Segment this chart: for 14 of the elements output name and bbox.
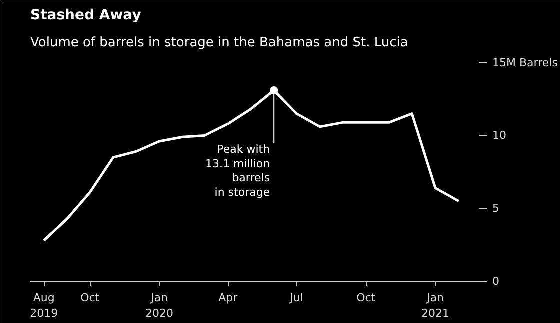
y-tick-label: 5 — [492, 202, 500, 216]
chart-subtitle: Volume of barrels in storage in the Bahamas and St. Lucia — [30, 36, 408, 50]
y-tick-label: 0 — [492, 275, 500, 288]
x-tick-label: Oct — [356, 292, 376, 304]
y-tick-label: 10 — [492, 129, 506, 142]
x-tick-label: Jan 2021 — [422, 292, 450, 320]
x-tick-label: Oct — [80, 292, 100, 304]
y-tick-label: 15M Barrels — [492, 56, 558, 70]
chart-title: Stashed Away — [30, 8, 142, 24]
annotation: Peak with 13.1 million barrels in storage — [205, 142, 270, 199]
x-tick-label: Jan 2020 — [145, 292, 174, 320]
x-tick-label: Apr — [218, 292, 238, 304]
x-tick-label: Jul — [289, 292, 304, 304]
x-tick-label: Aug 2019 — [30, 292, 58, 320]
